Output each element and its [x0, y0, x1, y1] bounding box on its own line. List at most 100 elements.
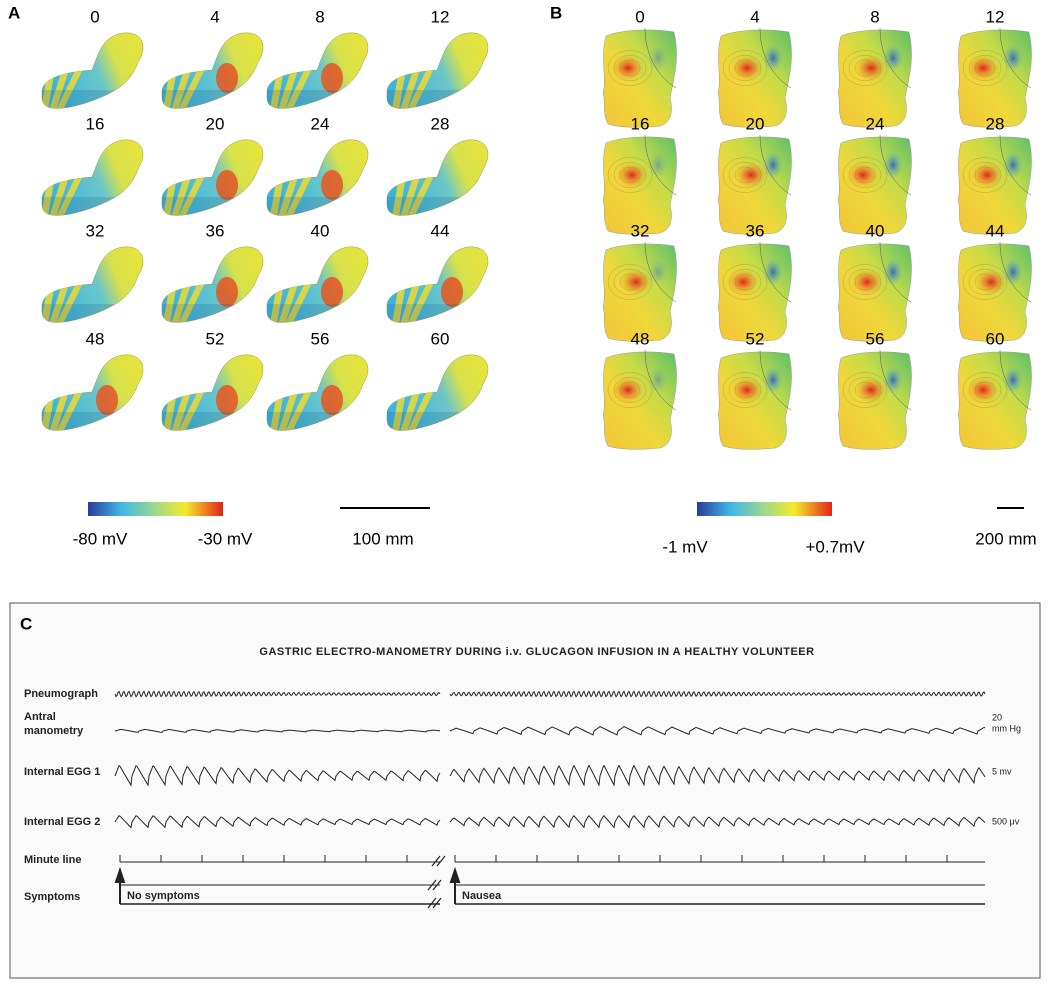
stomach-map — [266, 139, 369, 216]
shade — [161, 412, 264, 431]
depolarization — [321, 63, 343, 93]
trace-label: Internal EGG 1 — [24, 766, 100, 778]
hot-spot — [975, 269, 1007, 295]
hot-spot — [851, 269, 883, 295]
body-surface-map — [957, 349, 1032, 450]
time-label: 8 — [870, 7, 879, 26]
contour — [734, 273, 756, 291]
stomach-map — [161, 32, 264, 109]
body-surface-map — [957, 27, 1032, 128]
trace-label: Pneumograph — [24, 688, 98, 700]
body-surface-map — [957, 134, 1032, 235]
contour — [962, 157, 1008, 193]
time-label: 48 — [86, 329, 105, 348]
colorbar — [88, 502, 223, 516]
contour — [879, 349, 912, 411]
shade — [266, 412, 369, 431]
torso-shape — [837, 136, 912, 235]
colorbar — [697, 502, 832, 516]
torso-shape — [717, 243, 792, 342]
depolarization — [216, 170, 238, 200]
body-surface-map — [717, 349, 792, 450]
trace — [114, 690, 441, 698]
time-label: 56 — [311, 329, 330, 348]
contour — [854, 59, 876, 77]
contour — [848, 377, 882, 404]
contour — [734, 59, 756, 77]
time-label: 20 — [206, 114, 225, 133]
contour — [613, 269, 647, 296]
stomach-map — [386, 32, 489, 109]
hot-spot — [847, 162, 879, 188]
cold-spot — [648, 44, 668, 72]
contour — [842, 157, 888, 193]
symptom-label: Nausea — [462, 890, 502, 902]
contour — [999, 134, 1032, 196]
break-mark — [427, 879, 442, 891]
contour — [607, 157, 653, 193]
depolarization — [441, 277, 463, 307]
time-label: 40 — [311, 221, 330, 240]
stomach-map — [161, 246, 264, 323]
trace — [114, 815, 441, 829]
arrow — [114, 866, 126, 904]
contour — [999, 241, 1032, 303]
contour — [607, 264, 653, 300]
trace-scale: 500 μv — [992, 816, 1020, 826]
contour — [879, 27, 912, 89]
contour — [613, 162, 647, 189]
colorbar-max-label: -30 mV — [198, 529, 253, 548]
break-mark — [431, 855, 446, 867]
hot-spot — [620, 269, 652, 295]
contour — [842, 372, 888, 408]
contour — [842, 50, 888, 86]
depolarization — [321, 385, 343, 415]
trace — [114, 764, 441, 787]
cold-spot — [1003, 44, 1023, 72]
contour — [759, 134, 792, 196]
time-label: 36 — [746, 221, 765, 240]
contour — [607, 50, 653, 86]
stomach-map — [266, 246, 369, 323]
depolarization — [216, 385, 238, 415]
stomach-map — [386, 139, 489, 216]
body-surface-map — [602, 241, 677, 342]
time-label: 40 — [866, 221, 885, 240]
shade — [386, 412, 489, 431]
contour — [619, 59, 641, 77]
body-surface-map — [837, 27, 912, 128]
time-label: 24 — [311, 114, 330, 133]
arrow — [449, 866, 461, 904]
contour — [613, 377, 647, 404]
contour — [974, 273, 996, 291]
contour — [854, 166, 876, 184]
contour — [734, 166, 756, 184]
time-label: 60 — [986, 329, 1005, 348]
panel-label: C — [20, 614, 32, 633]
stomach-map — [386, 246, 489, 323]
cold-spot — [1003, 366, 1023, 394]
cold-spot — [763, 366, 783, 394]
contour — [999, 27, 1032, 89]
trace-scale: mm Hg — [992, 723, 1021, 733]
time-label: 20 — [746, 114, 765, 133]
trace — [449, 726, 986, 736]
cold-spot — [763, 151, 783, 179]
trace — [114, 728, 441, 733]
time-label: 28 — [431, 114, 450, 133]
contour — [842, 264, 888, 300]
contour — [968, 269, 1002, 296]
body-surface-map — [602, 27, 677, 128]
body-surface-map — [837, 241, 912, 342]
time-label: 52 — [206, 329, 225, 348]
trace-label: Antral — [24, 711, 56, 723]
cold-spot — [763, 258, 783, 286]
hot-spot — [616, 162, 648, 188]
contour — [974, 59, 996, 77]
contour — [734, 381, 756, 399]
hot-spot — [967, 55, 999, 81]
time-label: 44 — [986, 221, 1005, 240]
time-label: 44 — [431, 221, 450, 240]
depolarization — [321, 277, 343, 307]
